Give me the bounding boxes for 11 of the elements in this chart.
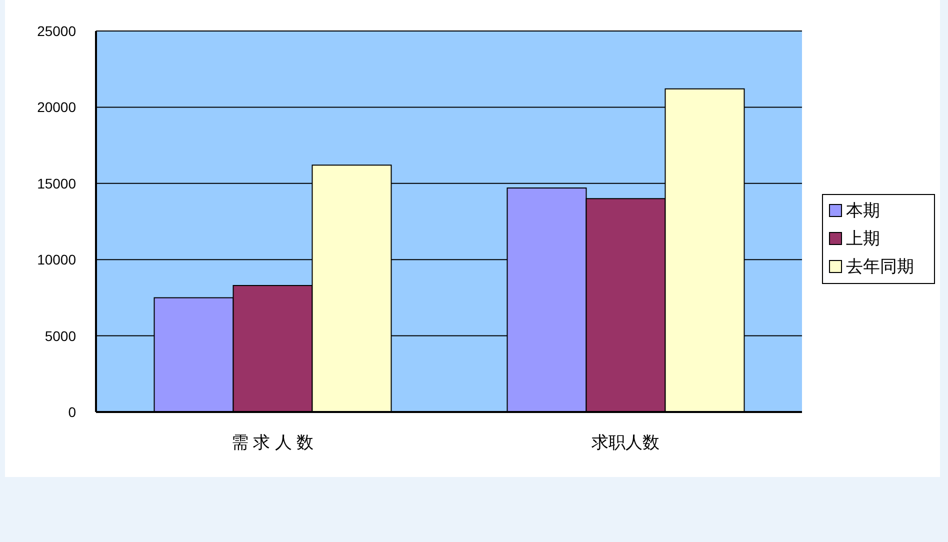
legend-label: 本期 xyxy=(846,200,880,222)
y-tick-label: 0 xyxy=(68,404,76,420)
legend-label: 上期 xyxy=(846,228,880,250)
y-tick-label: 25000 xyxy=(37,22,76,39)
y-tick-label: 5000 xyxy=(44,328,76,344)
y-tick-label: 15000 xyxy=(37,175,76,192)
y-tick-label: 10000 xyxy=(37,252,76,268)
legend-label: 去年同期 xyxy=(846,256,914,278)
x-tick-label: 求职人数 xyxy=(592,433,660,452)
x-tick-label: 需 求 人 数 xyxy=(231,433,314,452)
y-tick-label: 20000 xyxy=(37,99,76,116)
